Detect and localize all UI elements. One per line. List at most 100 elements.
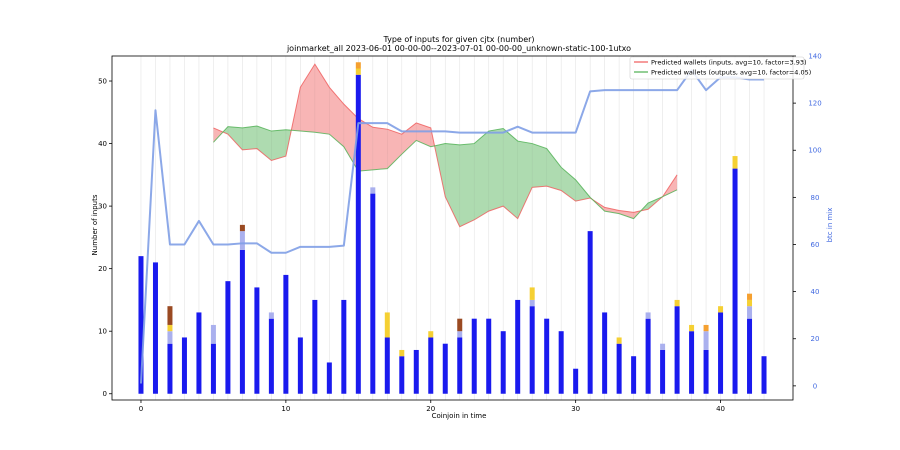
bar-segment — [573, 368, 579, 394]
chart-title: Type of inputs for given cjtx (number) — [382, 35, 534, 44]
inputs-prediction-line — [213, 63, 678, 228]
bar-segment — [602, 312, 608, 394]
bar-segment — [529, 306, 535, 394]
bar-segment — [138, 256, 144, 394]
legend-label-outputs: Predicted wallets (outputs, avg=10, fact… — [651, 69, 811, 77]
bars — [138, 62, 767, 394]
x-tick-label: 10 — [281, 405, 290, 413]
band-segment — [300, 64, 315, 133]
bar-segment — [210, 343, 216, 394]
bar-segment — [515, 299, 521, 394]
bar-segment — [167, 324, 173, 332]
band-segment — [604, 207, 620, 214]
y2-axis-label: btc in mix — [826, 208, 834, 243]
bar-segment — [268, 318, 274, 394]
bar-segment — [312, 299, 318, 394]
bar-segment — [631, 356, 637, 394]
bar-segment — [457, 318, 463, 332]
y-tick-label: 0 — [103, 390, 107, 398]
bar-segment — [747, 299, 753, 307]
bar-segment — [544, 318, 550, 394]
bar-segment — [399, 356, 405, 394]
bar-segment — [254, 287, 260, 394]
y2-tick-label: 40 — [811, 288, 820, 296]
bar-segment — [674, 306, 680, 394]
bar-segment — [341, 299, 347, 394]
band-segment — [459, 143, 475, 227]
bar-segment — [718, 306, 724, 313]
plot-frame — [111, 55, 794, 401]
bar-segment — [761, 356, 767, 394]
y-tick-label: 30 — [98, 203, 107, 211]
bar-segment — [428, 331, 434, 338]
bar-segment — [355, 62, 361, 69]
bar-segment — [616, 337, 622, 344]
band-segment — [503, 128, 518, 219]
bar-segment — [167, 343, 173, 394]
bar-segment — [196, 312, 202, 394]
y-tick-label: 20 — [98, 265, 107, 273]
bar-segment — [689, 331, 695, 394]
bar-segment — [210, 324, 216, 344]
bar-segment — [225, 281, 231, 394]
y2-tick-label: 80 — [811, 194, 820, 202]
bar-segment — [239, 249, 245, 394]
legend: Predicted wallets (inputs, avg=10, facto… — [629, 56, 811, 80]
bar-segment — [689, 324, 695, 332]
legend-box — [629, 56, 805, 80]
x-tick-label: 20 — [426, 405, 435, 413]
bar-segment — [181, 337, 187, 394]
bar-segment — [732, 156, 738, 169]
band-segment — [546, 148, 562, 191]
band-segment — [329, 87, 344, 147]
bar-segment — [413, 349, 419, 394]
bar-segment — [457, 331, 463, 338]
bar-segment — [239, 231, 245, 250]
bar-segment — [471, 318, 477, 394]
bar-segment — [152, 262, 158, 394]
bar-segment — [703, 331, 709, 350]
bar-segment — [399, 349, 405, 357]
band-segment — [387, 129, 402, 169]
bar-segment — [747, 318, 753, 394]
btc-in-mix-line — [139, 69, 765, 384]
bar-segment — [355, 68, 361, 75]
bar-segment — [428, 337, 434, 394]
outputs-prediction-line — [213, 125, 678, 220]
bar-segment — [239, 224, 245, 232]
y-tick-label: 40 — [98, 140, 107, 148]
x-tick-label: 30 — [571, 405, 580, 413]
bar-segment — [718, 312, 724, 394]
bar-segment — [645, 312, 651, 319]
band-segment — [445, 143, 460, 227]
band-segment — [256, 126, 272, 161]
bar-segment — [370, 193, 376, 394]
grid — [140, 56, 765, 400]
y2-tick-label: 120 — [808, 100, 821, 108]
band-segment — [358, 118, 373, 172]
band-segment — [372, 127, 388, 170]
axes: 0 10 20 30 40 0 10 20 30 40 50 0 20 40 60 80 100 120 140 — [98, 53, 822, 414]
y2-tick-label: 100 — [808, 147, 821, 155]
bar-segment — [747, 293, 753, 300]
bar-segment — [500, 331, 506, 394]
x-tick-label: 40 — [716, 405, 725, 413]
band-segment — [532, 143, 547, 188]
bar-segment — [616, 343, 622, 394]
bar-segment — [326, 362, 332, 394]
bar-segment — [674, 299, 680, 307]
band-segment — [401, 122, 417, 155]
x-axis-label: Coinjoin in time — [432, 412, 487, 420]
y2-tick-label: 60 — [811, 241, 820, 249]
bar-segment — [660, 343, 666, 350]
bar-segment — [167, 331, 173, 344]
bar-segment — [457, 337, 463, 394]
bar-segment — [747, 306, 753, 319]
btc-line — [139, 69, 765, 384]
bar-segment — [268, 312, 274, 319]
bar-segment — [384, 337, 390, 394]
band-segment — [314, 64, 330, 135]
band-segment — [242, 126, 257, 150]
y2-tick-label: 140 — [808, 53, 821, 61]
